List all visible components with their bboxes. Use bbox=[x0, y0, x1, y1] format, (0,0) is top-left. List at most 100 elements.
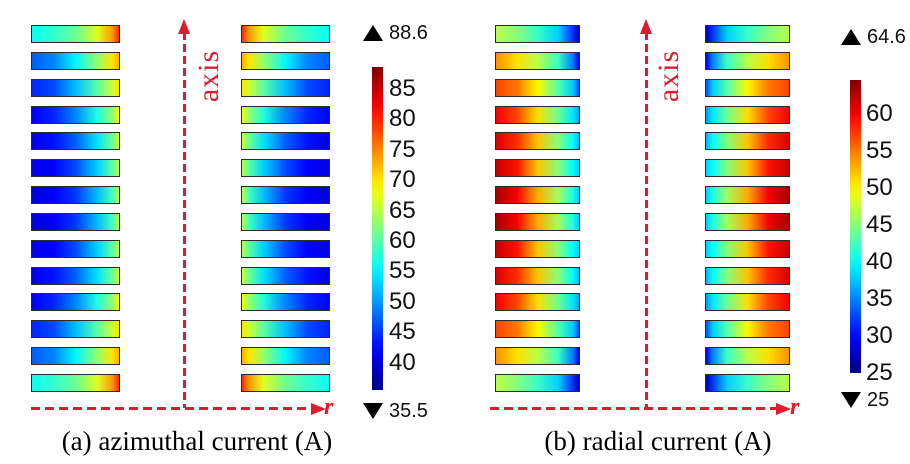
max-marker-triangle-icon-b bbox=[841, 29, 861, 45]
coil-turn-bar bbox=[31, 159, 120, 178]
coil-turn-bar bbox=[31, 373, 120, 392]
coil-turn-bar bbox=[705, 239, 790, 258]
min-marker-triangle-icon-b bbox=[841, 392, 861, 408]
panel-a-right-coil-column bbox=[241, 25, 330, 392]
coil-turn-bar bbox=[241, 186, 330, 205]
vertical-axis-line-a bbox=[183, 32, 186, 408]
colorbar-tick-label: 40 bbox=[389, 348, 416, 376]
coil-turn-bar bbox=[495, 25, 580, 43]
coil-turn-bar bbox=[31, 105, 120, 124]
coil-turn-bar bbox=[705, 51, 790, 70]
coil-turn-bar bbox=[495, 51, 580, 70]
colorbar-tick-label: 65 bbox=[389, 196, 416, 224]
coil-turn-bar bbox=[31, 132, 120, 151]
colorbar-a bbox=[372, 67, 383, 390]
coil-turn-bar bbox=[31, 266, 120, 285]
coil-turn-bar bbox=[31, 212, 120, 231]
coil-turn-bar bbox=[31, 51, 120, 70]
axis-label-a: axis bbox=[192, 49, 225, 103]
panel-b-right-coil-column bbox=[705, 25, 790, 392]
colorbar-tick-label: 30 bbox=[866, 322, 893, 349]
panel-b-left-coil-column bbox=[495, 25, 580, 392]
caption-b: (b) radial current (A) bbox=[544, 426, 772, 456]
r-right-arrowhead-icon-a bbox=[311, 403, 326, 415]
r-label-a: r bbox=[324, 394, 334, 420]
coil-turn-bar bbox=[705, 105, 790, 124]
coil-turn-bar bbox=[241, 373, 330, 392]
coil-turn-bar bbox=[241, 266, 330, 285]
coil-turn-bar bbox=[495, 78, 580, 97]
coil-turn-bar bbox=[495, 186, 580, 205]
colorbar-tick-label: 40 bbox=[866, 248, 893, 275]
r-axis-line-b bbox=[490, 407, 779, 410]
coil-turn-bar bbox=[495, 347, 580, 366]
coil-turn-bar bbox=[705, 186, 790, 205]
coil-turn-bar bbox=[31, 25, 120, 43]
coil-turn-bar bbox=[241, 105, 330, 124]
colorbar-tick-label: 45 bbox=[866, 211, 893, 239]
coil-turn-bar bbox=[495, 105, 580, 124]
panel-a-left-coil-column bbox=[31, 25, 120, 392]
axis-label-b: axis bbox=[652, 49, 685, 103]
coil-turn-bar bbox=[705, 347, 790, 366]
coil-turn-bar bbox=[705, 293, 790, 312]
colorbar-tick-label: 25 bbox=[866, 359, 893, 386]
coil-turn-bar bbox=[241, 132, 330, 151]
coil-turn-bar bbox=[31, 186, 120, 205]
coil-turn-bar bbox=[241, 347, 330, 366]
min-marker-value-b: 25 bbox=[867, 389, 890, 411]
coil-turn-bar bbox=[241, 51, 330, 70]
coil-turn-bar bbox=[241, 25, 330, 43]
coil-turn-bar bbox=[31, 78, 120, 97]
r-right-arrowhead-icon-b bbox=[776, 403, 791, 415]
colorbar-tick-label: 60 bbox=[866, 100, 893, 128]
axis-up-arrowhead-icon-b bbox=[640, 19, 652, 34]
colorbar-tick-label: 45 bbox=[389, 318, 416, 346]
coil-turn-bar bbox=[705, 373, 790, 392]
min-marker-triangle-icon-a bbox=[363, 403, 383, 419]
coil-turn-bar bbox=[705, 266, 790, 285]
coil-turn-bar bbox=[495, 159, 580, 178]
coil-turn-bar bbox=[31, 347, 120, 366]
coil-turn-bar bbox=[241, 239, 330, 258]
axis-up-arrowhead-icon-a bbox=[178, 19, 190, 34]
r-axis-line-a bbox=[31, 407, 314, 410]
coil-turn-bar bbox=[241, 78, 330, 97]
colorbar-tick-label: 85 bbox=[389, 74, 416, 102]
coil-turn-bar bbox=[495, 320, 580, 339]
coil-turn-bar bbox=[31, 320, 120, 339]
coil-turn-bar bbox=[495, 373, 580, 392]
vertical-axis-line-b bbox=[645, 32, 648, 408]
coil-turn-bar bbox=[705, 78, 790, 97]
coil-turn-bar bbox=[495, 212, 580, 231]
colorbar-tick-label: 50 bbox=[866, 174, 893, 202]
colorbar-tick-label: 55 bbox=[389, 257, 416, 285]
coil-turn-bar bbox=[241, 159, 330, 178]
coil-turn-bar bbox=[705, 212, 790, 231]
colorbar-tick-label: 55 bbox=[866, 137, 893, 165]
coil-turn-bar bbox=[495, 293, 580, 312]
colorbar-tick-label: 70 bbox=[389, 166, 416, 194]
coil-turn-bar bbox=[495, 266, 580, 285]
max-marker-triangle-icon-a bbox=[363, 25, 383, 41]
colorbar-tick-label: 50 bbox=[389, 287, 416, 315]
coil-turn-bar bbox=[705, 25, 790, 43]
r-label-b: r bbox=[790, 394, 800, 420]
coil-turn-bar bbox=[31, 293, 120, 312]
max-marker-value-b: 64.6 bbox=[867, 26, 906, 48]
max-marker-value-a: 88.6 bbox=[389, 22, 428, 44]
coil-turn-bar bbox=[705, 132, 790, 151]
colorbar-tick-label: 60 bbox=[389, 226, 416, 254]
colorbar-tick-label: 80 bbox=[389, 105, 416, 133]
coil-turn-bar bbox=[241, 212, 330, 231]
colorbar-b bbox=[850, 80, 861, 373]
coil-turn-bar bbox=[241, 320, 330, 339]
caption-a: (a) azimuthal current (A) bbox=[61, 426, 333, 456]
colorbar-tick-label: 35 bbox=[866, 285, 893, 312]
coil-turn-bar bbox=[241, 293, 330, 312]
coil-turn-bar bbox=[705, 320, 790, 339]
colorbar-tick-label: 75 bbox=[389, 135, 416, 163]
coil-turn-bar bbox=[495, 239, 580, 258]
coil-turn-bar bbox=[31, 239, 120, 258]
